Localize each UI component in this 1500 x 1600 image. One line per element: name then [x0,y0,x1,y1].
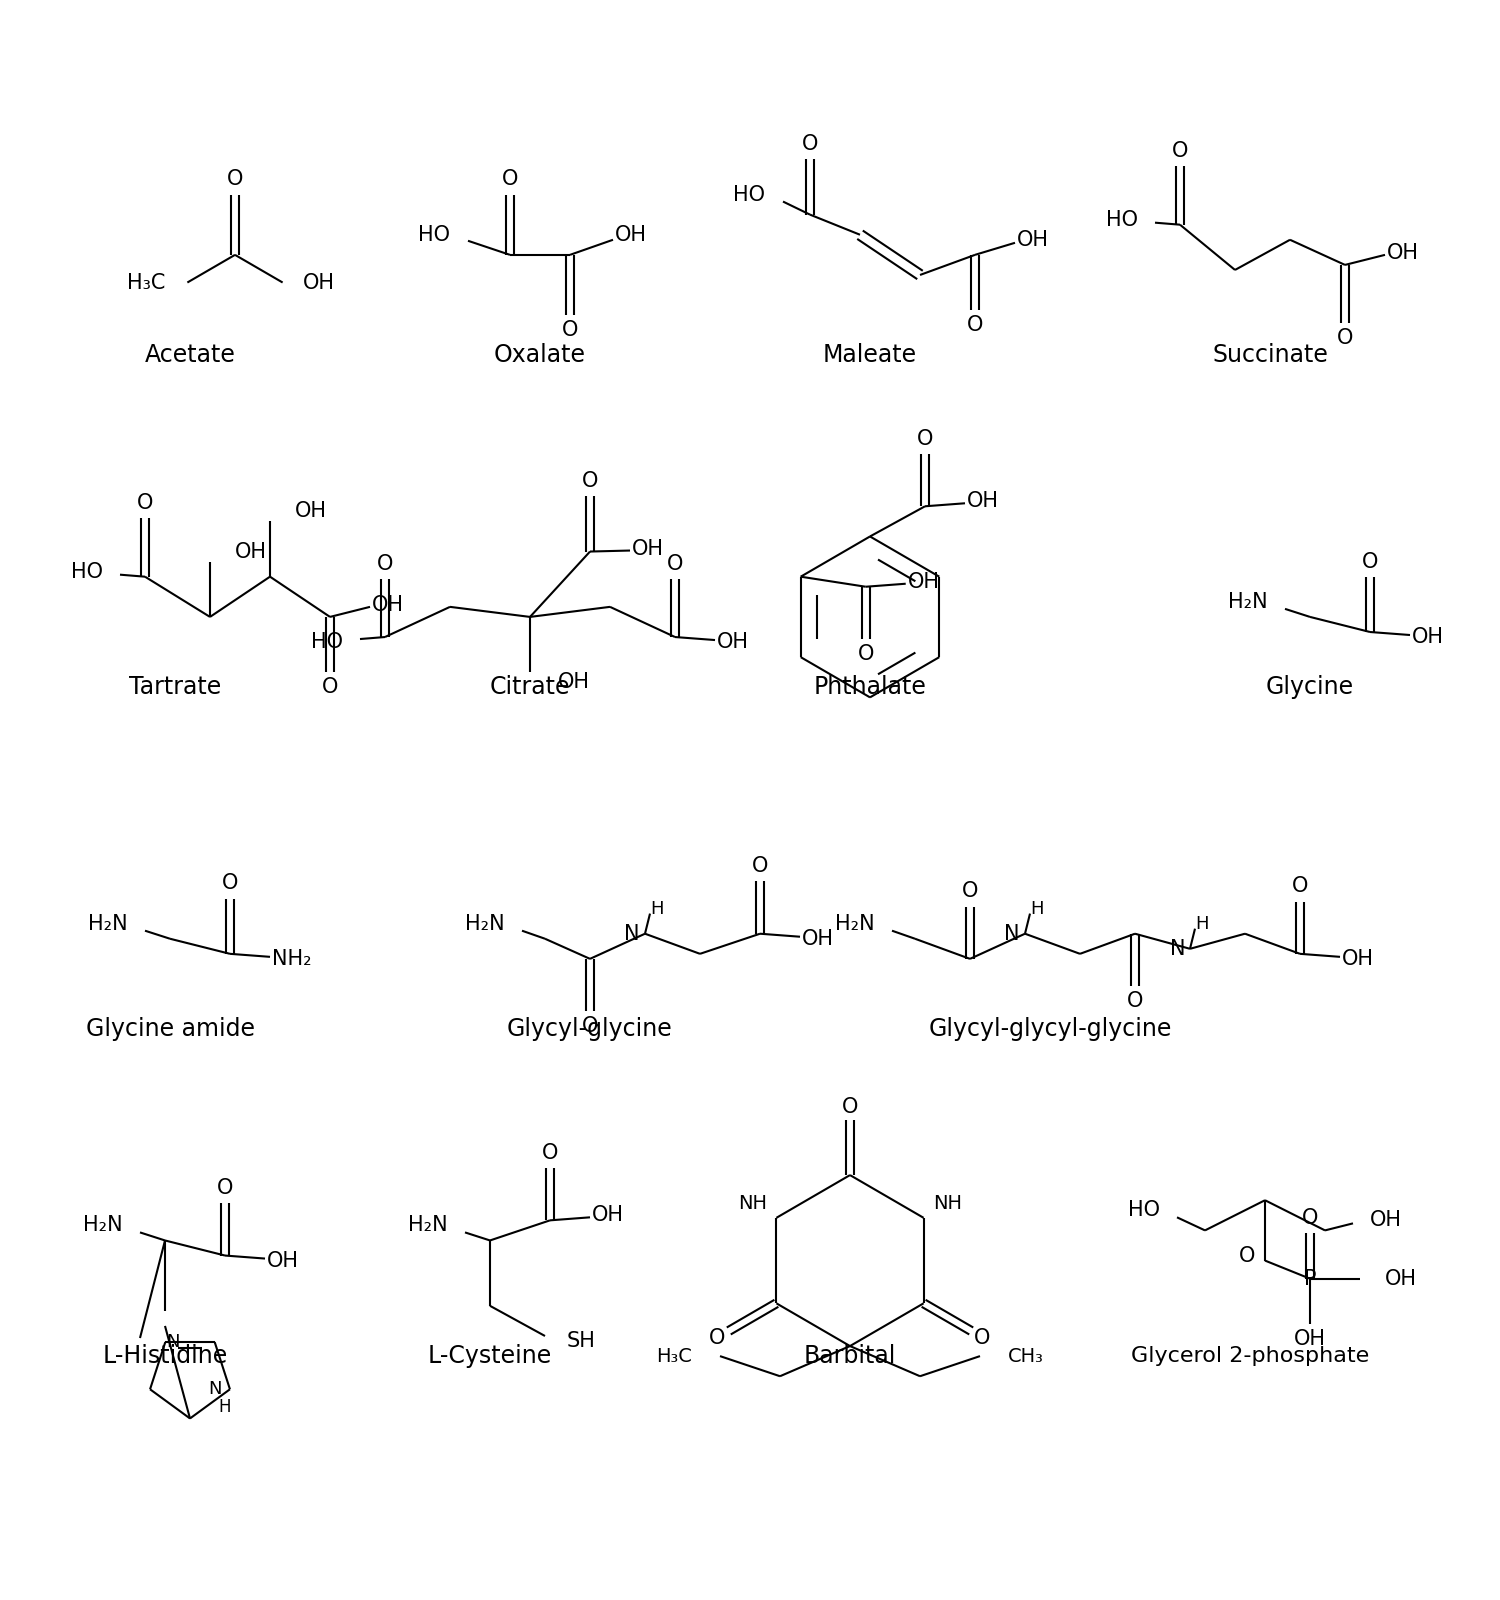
Text: Maleate: Maleate [824,344,916,368]
Text: HO: HO [310,632,344,653]
Text: O: O [1302,1208,1318,1229]
Text: H₂N: H₂N [1228,592,1268,611]
Text: O: O [802,134,818,154]
Text: O: O [562,320,578,341]
Text: OH: OH [1294,1330,1326,1349]
Text: O: O [582,1016,598,1037]
Text: O: O [1172,141,1188,162]
Text: HO: HO [1128,1200,1160,1221]
Text: OH: OH [1412,627,1444,646]
Text: O: O [1336,328,1353,349]
Text: O: O [1362,552,1378,571]
Text: O: O [975,1328,990,1347]
Text: shutterstock®: shutterstock® [0,1538,264,1574]
Text: H₂N: H₂N [88,914,128,934]
Text: Glycine amide: Glycine amide [86,1018,255,1042]
Text: OH: OH [592,1205,624,1226]
Text: OH: OH [1384,1269,1417,1288]
Text: HO: HO [1106,210,1138,230]
Text: L-Histidine: L-Histidine [102,1344,228,1368]
Text: O: O [916,429,933,450]
Text: N: N [209,1381,222,1398]
Text: HO: HO [419,224,450,245]
Text: O: O [1239,1245,1256,1266]
Text: N: N [624,923,640,944]
Text: O: O [322,677,338,698]
Text: O: O [503,170,518,189]
Text: OH: OH [558,672,590,693]
Text: O: O [217,1178,232,1198]
Text: H₂N: H₂N [836,914,874,934]
Text: Glycyl-glycine: Glycyl-glycine [507,1018,674,1042]
Text: OH: OH [303,272,334,293]
Text: Barbital: Barbital [804,1344,895,1368]
Text: NH₂: NH₂ [272,949,312,970]
Text: OH: OH [267,1251,298,1270]
Text: OH: OH [802,928,834,949]
Text: O: O [710,1328,726,1347]
Text: HO: HO [734,184,765,205]
Text: H₂N: H₂N [465,914,506,934]
Text: O: O [222,874,238,893]
Text: OH: OH [372,595,404,614]
Text: NH: NH [933,1194,963,1213]
Text: OH: OH [1342,949,1374,970]
Text: H₃C: H₃C [656,1347,692,1366]
Text: H: H [219,1398,231,1416]
Text: O: O [226,170,243,189]
Text: H₂N: H₂N [84,1216,123,1235]
Text: OH: OH [1388,243,1419,262]
Text: Citrate: Citrate [489,675,570,699]
Text: O: O [542,1142,558,1163]
Text: Oxalate: Oxalate [494,344,586,368]
Text: O: O [376,554,393,574]
Text: Glycerol 2-phosphate: Glycerol 2-phosphate [1131,1346,1370,1366]
Text: H: H [1196,915,1209,933]
Text: L-Cysteine: L-Cysteine [427,1344,552,1368]
Text: HO: HO [70,562,104,582]
Text: SH: SH [567,1331,596,1350]
Text: OH: OH [615,224,646,245]
Text: OH: OH [296,501,327,522]
Text: NH: NH [738,1194,766,1213]
Text: O: O [582,470,598,491]
Text: H: H [1030,899,1044,917]
Text: O: O [858,645,874,664]
Text: OH: OH [717,632,748,653]
Text: O: O [1126,990,1143,1011]
Text: Glycyl-glycyl-glycine: Glycyl-glycyl-glycine [928,1018,1172,1042]
Text: O: O [1292,877,1308,896]
Text: H₃C: H₃C [128,272,165,293]
Text: H: H [650,899,663,917]
Text: N: N [1170,939,1185,958]
Text: Phthalate: Phthalate [813,675,927,699]
Text: Acetate: Acetate [144,344,236,368]
Text: OH: OH [908,571,939,592]
Text: O: O [842,1096,858,1117]
Text: N: N [1005,923,1020,944]
Text: O: O [752,856,768,877]
Text: Succinate: Succinate [1212,344,1328,368]
Text: Organic Buffer Systems. Third Set: Organic Buffer Systems. Third Set [162,22,1338,82]
Text: OH: OH [968,491,999,512]
Text: OH: OH [632,539,664,558]
Text: O: O [968,315,982,336]
Text: O: O [668,554,682,574]
Text: www.shutterstock.com: www.shutterstock.com [1248,1566,1392,1581]
Text: IMAGE ID: 292074287: IMAGE ID: 292074287 [1244,1536,1397,1550]
Text: H₂N: H₂N [408,1216,448,1235]
Text: O: O [962,882,978,901]
Text: O: O [136,493,153,514]
Text: N: N [166,1333,180,1350]
Text: OH: OH [1370,1210,1402,1230]
Text: Tartrate: Tartrate [129,675,220,699]
Text: OH: OH [236,541,267,562]
Text: Glycine: Glycine [1266,675,1354,699]
Text: P: P [1304,1269,1317,1288]
Text: OH: OH [1017,230,1048,250]
Text: CH₃: CH₃ [1008,1347,1044,1366]
